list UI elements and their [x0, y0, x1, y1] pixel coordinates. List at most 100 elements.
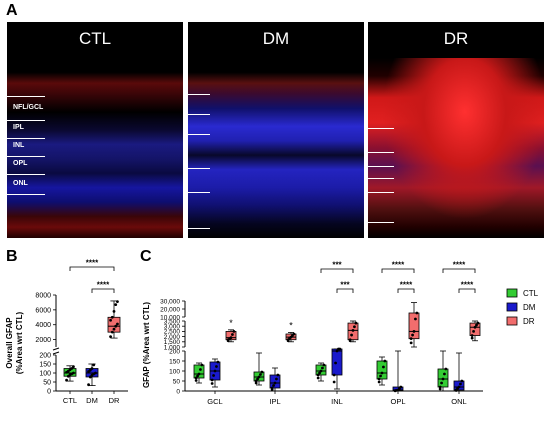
layer-divider: [368, 152, 394, 153]
tile-title-ctl: CTL: [7, 22, 183, 55]
significance-bracket-onl-dm: [458, 288, 476, 293]
data-point: [460, 379, 464, 383]
y-tick-label: 4000: [35, 322, 51, 329]
data-point: [334, 361, 337, 365]
data-point: [109, 318, 112, 322]
y-tick-label: 0: [176, 388, 180, 395]
data-point: [393, 389, 397, 393]
data-point: [92, 363, 96, 367]
data-point: [382, 365, 385, 369]
data-point: [338, 347, 342, 351]
data-point: [112, 327, 116, 331]
y-tick-label: 30,000: [160, 298, 180, 305]
layer-divider: [7, 156, 45, 157]
y-axis-label: (%Area wrt CTL): [15, 312, 24, 375]
chart-c-gfap-by-layer: 0 50 100 150 2001,0001,5002,0002,5003,0003,5…: [142, 261, 539, 407]
y-tick-label: 1,500: [164, 339, 181, 346]
layer-divider: [7, 174, 45, 175]
data-point: [199, 368, 202, 371]
data-point: [72, 365, 75, 369]
box-dr: [469, 322, 481, 336]
data-point: [116, 322, 119, 326]
data-point: [273, 381, 277, 385]
layer-divider: [188, 134, 210, 135]
axis-break: [52, 347, 60, 351]
data-point: [470, 336, 474, 340]
data-point: [109, 335, 112, 338]
x-tick-label: OPL: [390, 397, 405, 406]
significance-bracket-onl-dm-label: ****: [461, 281, 474, 290]
layer-divider: [368, 222, 394, 223]
data-point: [216, 360, 220, 364]
box-ctl: [193, 364, 205, 379]
layer-label-opl: OPL: [13, 160, 28, 167]
data-point: [411, 333, 414, 337]
data-point: [257, 375, 261, 379]
data-point: [70, 367, 74, 370]
box-dm: [453, 380, 465, 391]
data-point: [354, 321, 358, 325]
y-tick-label: 0: [47, 389, 51, 396]
data-point: [87, 383, 90, 387]
significance-bracket-opl-dm: [397, 288, 415, 293]
data-point: [475, 323, 478, 327]
data-point: [412, 330, 416, 333]
micrograph-dr: [368, 58, 544, 238]
y-tick-label: 3,500: [164, 318, 181, 325]
y-tick-label: 200: [169, 348, 180, 355]
data-point: [377, 377, 381, 381]
legend-swatch-ctl: [506, 288, 518, 298]
x-tick-label: DR: [109, 396, 120, 405]
data-point: [414, 317, 417, 321]
data-point: [112, 309, 116, 313]
box-dr: [225, 331, 237, 341]
layer-divider: [7, 138, 45, 139]
data-point: [350, 333, 353, 337]
data-point: [383, 359, 387, 363]
significance-bracket-dm-dr-label: ****: [97, 281, 110, 290]
data-point: [444, 367, 448, 371]
y-tick-label: 2,000: [164, 334, 181, 341]
data-point: [94, 371, 97, 375]
y-tick-label: 10,000: [160, 314, 180, 321]
y-tick-label: 2,500: [164, 329, 181, 336]
significance-bracket-inl-ctl-label: ***: [332, 261, 342, 270]
legend-swatch-dm: [506, 302, 518, 312]
data-point: [470, 334, 474, 337]
data-point: [318, 371, 321, 375]
data-point: [196, 374, 199, 378]
data-point: [322, 363, 326, 367]
y-tick-label: 2000: [35, 337, 51, 344]
y-tick-label: 200: [39, 353, 51, 360]
data-point: [440, 381, 443, 385]
data-point: [72, 371, 75, 375]
data-point: [197, 372, 201, 376]
data-point: [212, 374, 215, 377]
data-point: [256, 377, 259, 381]
micrograph-ctl: NFL/GCL IPL INL OPL ONL: [7, 58, 183, 238]
data-point: [90, 367, 94, 370]
layer-divider: [7, 120, 45, 121]
legend-label-dm: DM: [523, 303, 536, 312]
box-dr: [408, 312, 420, 340]
layer-divider: [188, 192, 210, 193]
image-tile-ctl: CTL NFL/GCL IPL INL OPL ONL: [7, 22, 183, 238]
data-point: [319, 369, 323, 373]
significance-bracket-onl-ctl-label: ****: [453, 261, 466, 270]
legend-label-dr: DR: [523, 317, 535, 326]
data-point: [443, 372, 446, 376]
box-ctl: [376, 360, 388, 380]
legend-label-ctl: CTL: [523, 289, 539, 298]
data-point: [454, 389, 458, 392]
data-point: [351, 328, 355, 332]
y-tick-label: 3,000: [164, 324, 181, 331]
data-point: [210, 378, 214, 382]
data-point: [379, 374, 382, 378]
y-tick-label: 50: [43, 380, 51, 387]
image-tile-dm: DM: [188, 22, 364, 238]
tile-title-dm: DM: [188, 22, 364, 55]
data-point: [260, 370, 264, 374]
data-point: [335, 349, 339, 353]
image-tile-dr: DR: [368, 22, 544, 238]
data-point: [270, 388, 274, 391]
